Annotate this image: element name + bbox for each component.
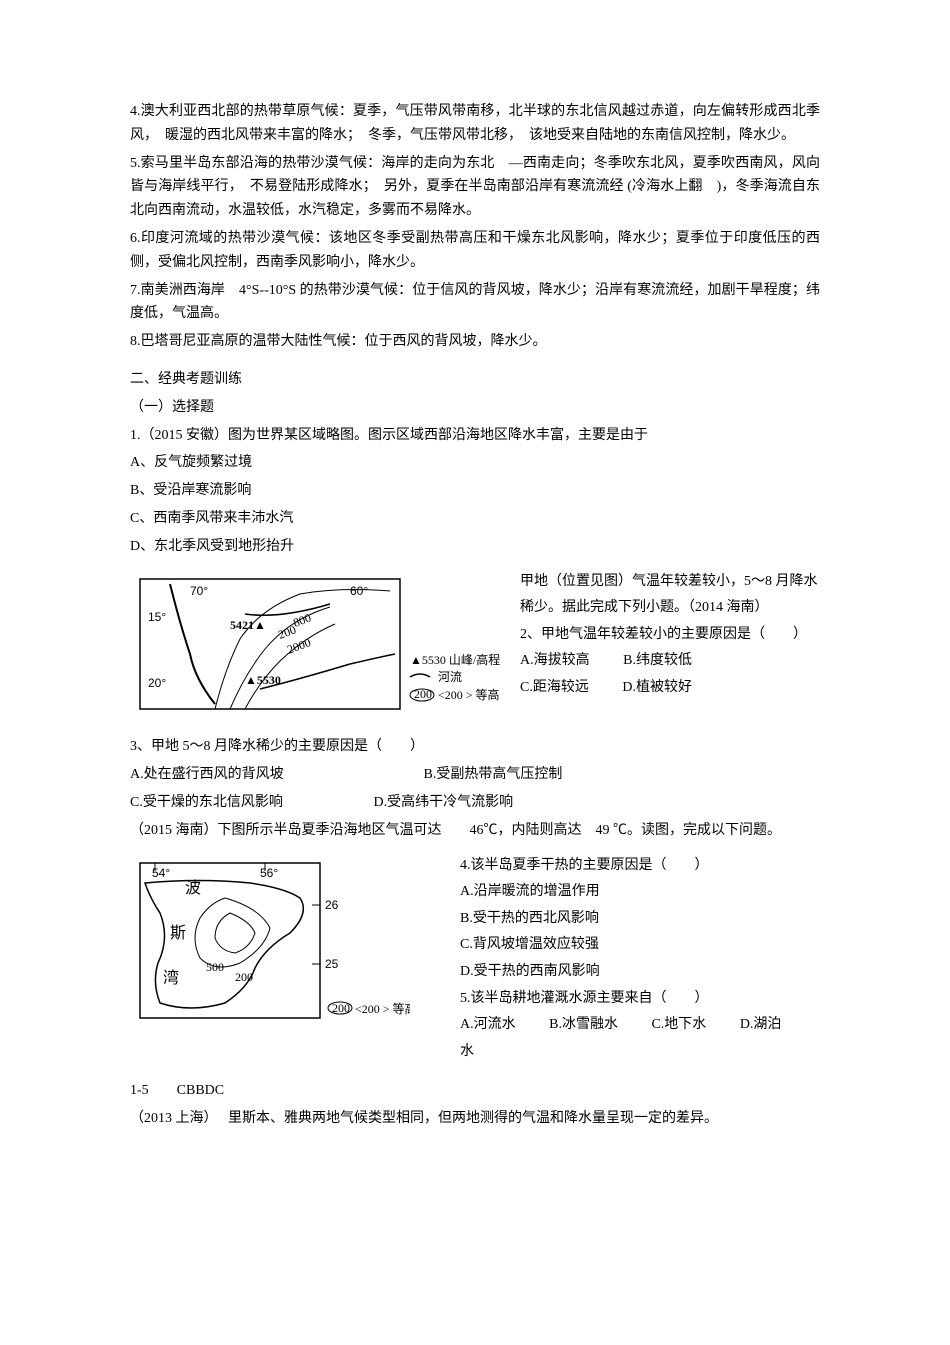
map2-container: 54° 56° 26 25 200 500 波 斯 湾: [130, 853, 410, 1042]
q3-optB: B.受副热带高气压控制: [424, 767, 563, 782]
q2-optA: A.海拔较高: [520, 653, 590, 668]
q3-opts-ab: A.处在盛行西风的背风坡 B.受副热带高气压控制: [130, 763, 820, 787]
q5-optC: C.地下水: [651, 1017, 706, 1032]
exam-page: 4.澳大利亚西北部的热带草原气候：夏季，气压带风带南移，北半球的东北信风越过赤道…: [0, 0, 950, 1345]
map1-peak-5421: 5421▲: [230, 618, 266, 632]
q4-optC: C.背风坡增温效应较强: [460, 932, 820, 959]
q1-optD: D、东北季风受到地形抬升: [130, 535, 820, 559]
q5-optA: A.河流水: [460, 1017, 516, 1032]
paragraph-4: 4.澳大利亚西北部的热带草原气候：夏季，气压带风带南移，北半球的东北信风越过赤道…: [130, 100, 820, 148]
map1-lat-20: 20°: [148, 676, 166, 690]
map2-lat-26: 26: [325, 898, 339, 912]
paragraph-5: 5.索马里半岛东部沿海的热带沙漠气候：海岸的走向为东北 —西南走向；冬季吹东北风…: [130, 152, 820, 223]
map1-lat-15: 15°: [148, 610, 166, 624]
paragraph-7: 7.南美洲西海岸 4°S--10°S 的热带沙漠气候：位于信风的背风坡，降水少；…: [130, 279, 820, 327]
q3-optC: C.受干燥的东北信风影响: [130, 791, 340, 815]
map2-lat-25: 25: [325, 957, 339, 971]
q1-optB: B、受沿岸寒流影响: [130, 479, 820, 503]
map1-lon-60: 60°: [350, 584, 368, 598]
stem-2015hn: （2015 海南）下图所示半岛夏季沿海地区气温可达 46℃，内陆则高达 49 ℃…: [130, 819, 820, 843]
map1-legend-contour: <200 > 等高线/m: [438, 687, 500, 702]
section-2-title: 二、经典考题训练: [130, 368, 820, 392]
map1-legend-river: 河流: [438, 670, 462, 684]
map1-contour-label-800: 800: [291, 610, 313, 629]
map1-right-text: 甲地（位置见图）气温年较差较小，5～8 月降水稀少。据此完成下列小题。（2014…: [500, 569, 820, 702]
q1-optC: C、西南季风带来丰沛水汽: [130, 507, 820, 531]
q5-stem: 5.该半岛耕地灌溉水源主要来自（ ）: [460, 986, 820, 1013]
q4-optD: D.受干热的西南风影响: [460, 959, 820, 986]
q2-opts-ab: A.海拔较高 B.纬度较低: [520, 648, 820, 675]
figure-row-2: 54° 56° 26 25 200 500 波 斯 湾: [130, 853, 820, 1066]
map1-legend-river-icon: [410, 674, 430, 677]
q2-optD: D.植被较好: [622, 680, 692, 695]
map2-contour-200: [195, 898, 270, 967]
map2-label-bo: 波: [185, 879, 201, 897]
map1-legend-peak: ▲5530 山峰/高程/m: [410, 652, 500, 667]
q3-opts-cd: C.受干燥的东北信风影响 D.受高纬干冷气流影响: [130, 791, 820, 815]
map2-svg: 54° 56° 26 25 200 500 波 斯 湾: [130, 853, 410, 1033]
stem-2013sh: （2013 上海） 里斯本、雅典两地气候类型相同，但两地测得的气温和降水量呈现一…: [130, 1107, 820, 1131]
map1-coastline: [170, 584, 215, 704]
q4-stem: 4.该半岛夏季干热的主要原因是（ ）: [460, 853, 820, 880]
map2-legend-200: 200: [332, 1001, 350, 1015]
q1-optA: A、反气旋频繁过境: [130, 451, 820, 475]
map2-lon-56: 56°: [260, 866, 278, 880]
map2-contour-label-200: 200: [235, 970, 253, 984]
right1-intro: 甲地（位置见图）气温年较差较小，5～8 月降水稀少。据此完成下列小题。（2014…: [520, 569, 820, 622]
q3-optA: A.处在盛行西风的背风坡: [130, 763, 390, 787]
section-2-sub: （一）选择题: [130, 396, 820, 420]
q4-optB: B.受干热的西北风影响: [460, 906, 820, 933]
map1-river-1: [245, 604, 330, 615]
paragraph-6: 6.印度河流域的热带沙漠气候：该地区冬季受副热带高压和干燥东北风影响，降水少；夏…: [130, 227, 820, 275]
q3-stem: 3、甲地 5～8 月降水稀少的主要原因是（ ）: [130, 735, 820, 759]
q2-stem: 2、甲地气温年较差较小的主要原因是（ ）: [520, 622, 820, 649]
map1-svg: 70° 60° 15° 20° 200 800 2000 5421▲ ▲5: [130, 569, 500, 719]
figure-row-1: 70° 60° 15° 20° 200 800 2000 5421▲ ▲5: [130, 569, 820, 728]
map1-container: 70° 60° 15° 20° 200 800 2000 5421▲ ▲5: [130, 569, 500, 728]
map2-right-text: 4.该半岛夏季干热的主要原因是（ ） A.沿岸暖流的增温作用 B.受干热的西北风…: [410, 853, 820, 1066]
q5-opts: A.河流水 B.冰雪融水 C.地下水 D.湖泊水: [460, 1012, 820, 1065]
q2-optC: C.距海较远: [520, 680, 589, 695]
map2-contour-label-500: 500: [206, 960, 224, 974]
map1-lon-70: 70°: [190, 584, 208, 598]
map2-legend-contour: <200 > 等高线/m: [355, 1001, 410, 1016]
q5-optB: B.冰雪融水: [549, 1017, 618, 1032]
map2-coastline: [145, 880, 303, 1008]
map2-label-wan: 湾: [163, 969, 179, 987]
map2-label-si: 斯: [170, 924, 186, 942]
q2-opts-cd: C.距海较远 D.植被较好: [520, 675, 820, 702]
map1-peak-5530: ▲5530: [245, 673, 281, 687]
answers-1-5: 1-5 CBBDC: [130, 1079, 820, 1103]
paragraph-8: 8.巴塔哥尼亚高原的温带大陆性气候：位于西风的背风坡，降水少。: [130, 330, 820, 354]
map2-contour-500: [215, 913, 255, 953]
q1-stem: 1.（2015 安徽）图为世界某区域略图。图示区域西部沿海地区降水丰富，主要是由…: [130, 424, 820, 448]
q4-optA: A.沿岸暖流的增温作用: [460, 879, 820, 906]
q3-optD: D.受高纬干冷气流影响: [374, 795, 514, 810]
map1-legend-contour-200: 200: [414, 687, 432, 701]
q2-optB: B.纬度较低: [623, 653, 692, 668]
map2-frame: [140, 863, 320, 1018]
